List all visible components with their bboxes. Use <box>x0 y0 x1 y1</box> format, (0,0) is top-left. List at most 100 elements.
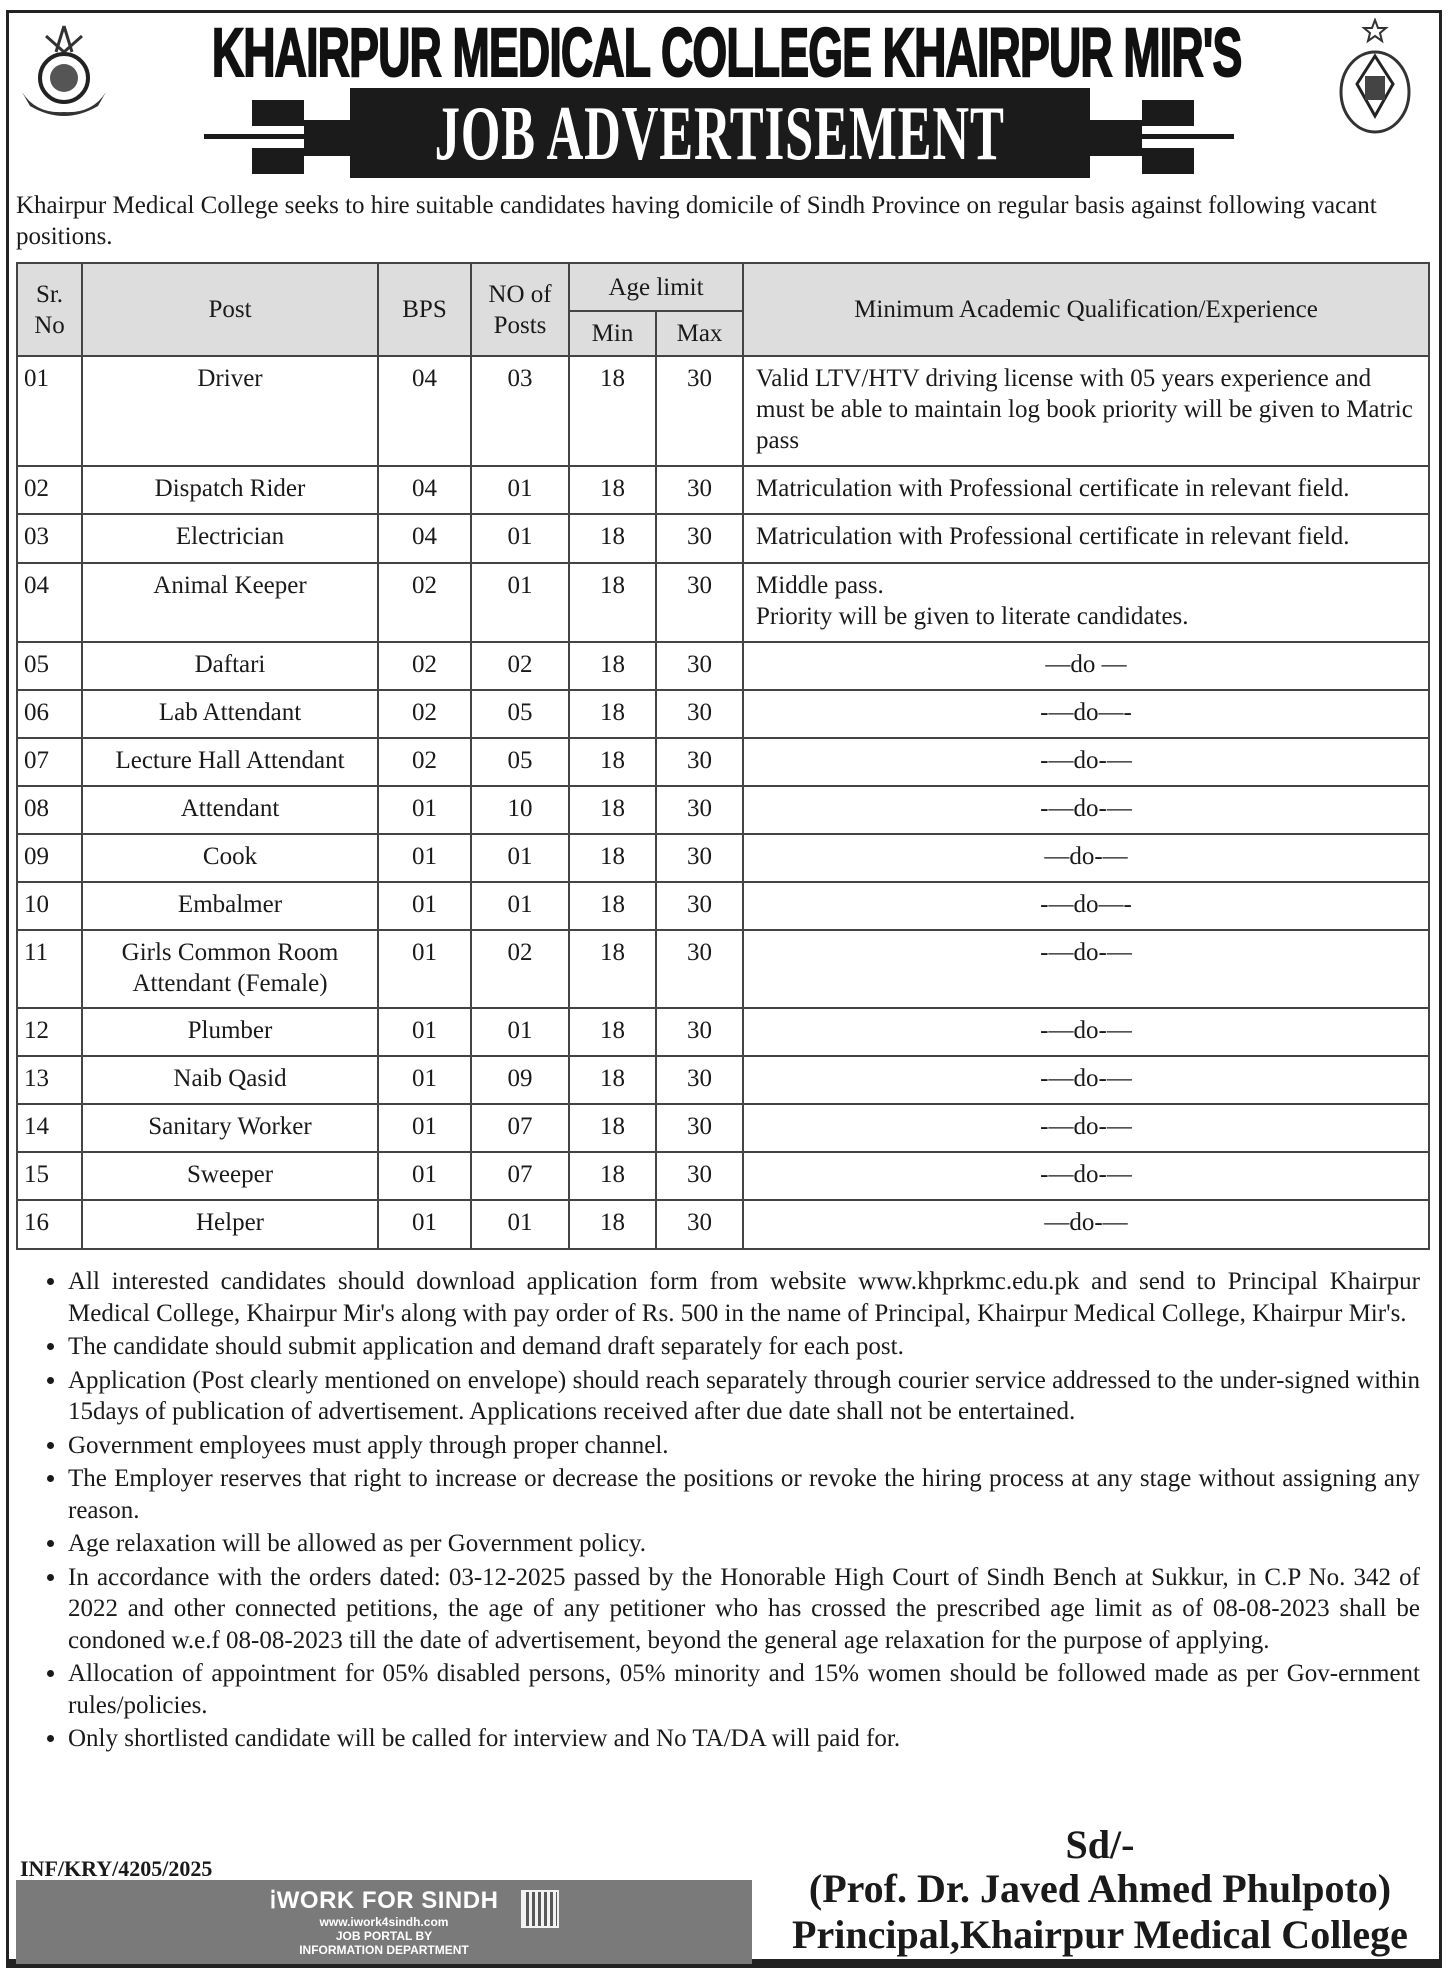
cell-bps: 02 <box>377 689 472 739</box>
cell-post: Girls Common Room Attendant (Female) <box>81 929 379 1009</box>
cell-age-max: 30 <box>654 737 745 787</box>
cell-bps: 02 <box>377 641 472 691</box>
cell-age-max: 30 <box>654 1199 745 1250</box>
cell-no-of-posts: 10 <box>470 785 570 835</box>
cell-no-of-posts: 02 <box>470 929 570 1009</box>
cell-bps: 01 <box>377 881 472 931</box>
cell-qualification: -—do-— <box>742 1151 1430 1201</box>
cell-age-min: 18 <box>568 737 657 787</box>
cell-age-min: 18 <box>568 785 657 835</box>
cell-no-of-posts: 07 <box>470 1151 570 1201</box>
instruction-item: All interested candidates should downloa… <box>68 1266 1420 1329</box>
instruction-item: Government employees must apply through … <box>68 1430 1420 1462</box>
instruction-item: The Employer reserves that right to incr… <box>68 1463 1420 1526</box>
cell-qualification: Matriculation with Professional certific… <box>742 513 1430 564</box>
cell-post: Lab Attendant <box>81 689 379 739</box>
cell-post: Sweeper <box>81 1151 379 1201</box>
cell-age-max: 30 <box>654 562 745 643</box>
portal-line1: JOB PORTAL BY <box>335 1929 433 1943</box>
cell-no-of-posts: 09 <box>470 1055 570 1105</box>
table-row: 05 Daftari 02 02 18 30 —do — <box>16 641 1430 691</box>
cell-post: Helper <box>81 1199 379 1250</box>
instruction-item: Age relaxation will be allowed as per Go… <box>68 1528 1420 1560</box>
college-crest-logo <box>22 25 106 116</box>
cell-no-of-posts: 01 <box>470 881 570 931</box>
cell-qualification: Valid LTV/HTV driving license with 05 ye… <box>742 355 1430 467</box>
table-row: 01 Driver 04 03 18 30 Valid LTV/HTV driving li… <box>16 355 1430 467</box>
cell-sr-no: 02 <box>16 465 83 515</box>
banner-decoration-right <box>1142 134 1234 139</box>
cell-no-of-posts: 07 <box>470 1103 570 1153</box>
table-row: 14 Sanitary Worker 01 07 18 30 -—do-— <box>16 1103 1430 1153</box>
table-row: 09 Cook 01 01 18 30 —do-— <box>16 833 1430 883</box>
cell-age-min: 18 <box>568 562 657 643</box>
cell-sr-no: 09 <box>16 833 83 883</box>
header-age-max: Max <box>654 310 745 357</box>
portal-brand: WORK FOR SINDH <box>276 1887 499 1914</box>
table-row: 15 Sweeper 01 07 18 30 -—do-— <box>16 1151 1430 1201</box>
cell-age-max: 30 <box>654 785 745 835</box>
banner-decoration-left <box>204 134 304 139</box>
cell-age-max: 30 <box>654 1007 745 1057</box>
table-row: 08 Attendant 01 10 18 30 -—do-— <box>16 785 1430 835</box>
cell-qualification: —do-— <box>742 1199 1430 1250</box>
cell-post: Cook <box>81 833 379 883</box>
cell-bps: 01 <box>377 929 472 1009</box>
intro-text: Khairpur Medical College seeks to hire s… <box>16 192 1377 250</box>
instruction-item: The candidate should submit application … <box>68 1331 1420 1363</box>
table-row: 12 Plumber 01 01 18 30 -—do-— <box>16 1007 1430 1057</box>
cell-sr-no: 11 <box>16 929 83 1009</box>
cell-bps: 04 <box>377 513 472 564</box>
cell-post: Lecture Hall Attendant <box>81 737 379 787</box>
header-post: Post <box>81 262 379 357</box>
cell-bps: 04 <box>377 465 472 515</box>
cell-no-of-posts: 01 <box>470 465 570 515</box>
header-age-limit: Age limit <box>567 262 745 312</box>
header-bps: BPS <box>377 262 472 357</box>
cell-bps: 01 <box>377 1055 472 1105</box>
cell-qualification: -—do-— <box>742 929 1430 1009</box>
reference-number: INF/KRY/4205/2025 <box>20 1856 213 1881</box>
cell-bps: 02 <box>377 737 472 787</box>
cell-age-min: 18 <box>568 1103 657 1153</box>
portal-line2: INFORMATION DEPARTMENT <box>299 1943 469 1957</box>
cell-sr-no: 14 <box>16 1103 83 1153</box>
instruction-item: Only shortlisted candidate will be calle… <box>68 1723 1420 1755</box>
portal-url: www.iwork4sindh.com <box>319 1915 449 1929</box>
cell-bps: 01 <box>377 785 472 835</box>
cell-bps: 01 <box>377 1103 472 1153</box>
cell-qualification: -—do—- <box>742 689 1430 739</box>
header-sr-no: Sr. No <box>16 262 83 357</box>
instruction-item: Allocation of appointment for 05% disabl… <box>68 1658 1420 1721</box>
banner-decoration-left <box>304 120 350 156</box>
cell-post: Electrician <box>81 513 379 564</box>
cell-bps: 01 <box>377 833 472 883</box>
cell-age-min: 18 <box>568 355 657 467</box>
header-age-min: Min <box>568 310 657 357</box>
cell-no-of-posts: 01 <box>470 562 570 643</box>
cell-qualification: -—do-— <box>742 785 1430 835</box>
info-icon: ⅰ <box>269 1887 277 1914</box>
cell-bps: 02 <box>377 562 472 643</box>
cell-age-max: 30 <box>654 833 745 883</box>
header-qualification: Minimum Academic Qualification/Experienc… <box>742 262 1430 357</box>
cell-age-min: 18 <box>568 465 657 515</box>
cell-qualification: Middle pass. Priority will be given to l… <box>742 562 1430 643</box>
table-row: 03 Electrician 04 01 18 30 Matriculation with … <box>16 513 1430 564</box>
cell-qualification: -—do-— <box>742 1055 1430 1105</box>
table-row: 13 Naib Qasid 01 09 18 30 -—do-— <box>16 1055 1430 1105</box>
cell-sr-no: 15 <box>16 1151 83 1201</box>
college-title: KHAIRPUR MEDICAL COLLEGE KHAIRPUR MIR'S <box>211 14 1243 93</box>
signature: Sd/- <box>1065 1822 1135 1867</box>
cell-post: Animal Keeper <box>81 562 379 643</box>
job-advertisement-banner: JOB ADVERTISEMENT <box>350 88 1090 178</box>
cell-age-max: 30 <box>654 355 745 467</box>
table-row: 06 Lab Attendant 02 05 18 30 -—do—- <box>16 689 1430 739</box>
header-no-of-posts: NO of Posts <box>470 262 570 357</box>
cell-no-of-posts: 05 <box>470 689 570 739</box>
cell-no-of-posts: 01 <box>470 1007 570 1057</box>
cell-post: Sanitary Worker <box>81 1103 379 1153</box>
cell-post: Driver <box>81 355 379 467</box>
cell-sr-no: 01 <box>16 355 83 467</box>
cell-no-of-posts: 03 <box>470 355 570 467</box>
